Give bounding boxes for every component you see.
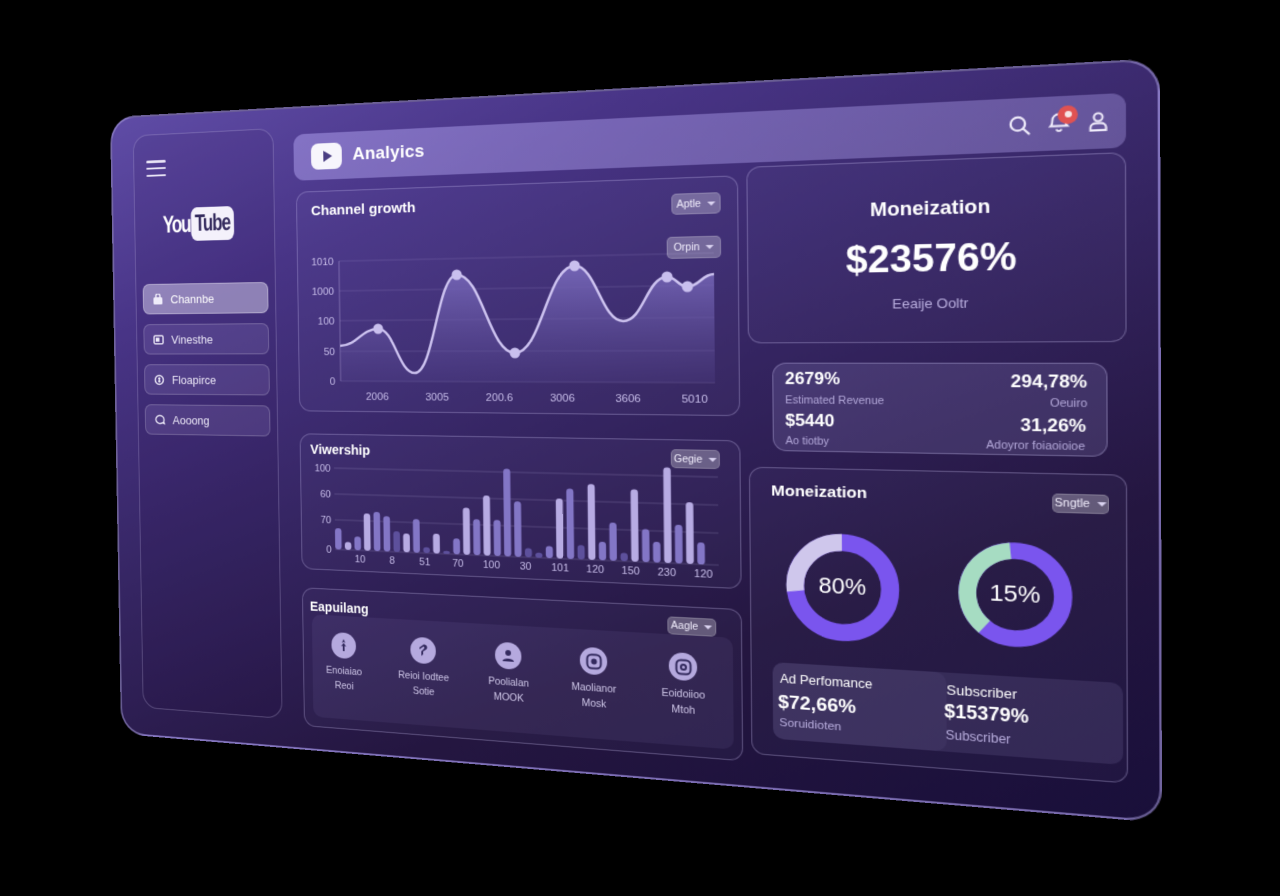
svg-text:3005: 3005 — [425, 391, 449, 404]
svg-text:100: 100 — [314, 463, 330, 474]
svg-text:0: 0 — [330, 376, 336, 388]
svg-text:150: 150 — [622, 564, 640, 576]
svg-text:70: 70 — [321, 514, 332, 525]
svg-text:101: 101 — [551, 562, 569, 574]
svg-text:5010: 5010 — [682, 393, 708, 406]
svg-text:50: 50 — [324, 346, 335, 358]
svg-text:10: 10 — [355, 553, 366, 565]
svg-text:2006: 2006 — [366, 391, 389, 403]
svg-text:70: 70 — [452, 557, 463, 569]
svg-text:60: 60 — [320, 488, 331, 499]
svg-text:200.6: 200.6 — [486, 392, 513, 405]
svg-text:120: 120 — [586, 563, 604, 575]
svg-text:1000: 1000 — [312, 286, 335, 299]
svg-text:51: 51 — [419, 556, 430, 568]
svg-text:120: 120 — [694, 568, 713, 581]
svg-text:230: 230 — [658, 566, 677, 579]
svg-text:3006: 3006 — [550, 392, 575, 405]
svg-text:0: 0 — [326, 544, 332, 555]
svg-text:1010: 1010 — [311, 256, 334, 269]
svg-text:3606: 3606 — [615, 393, 641, 406]
svg-text:8: 8 — [389, 555, 395, 566]
svg-text:100: 100 — [318, 316, 335, 328]
svg-text:30: 30 — [520, 560, 532, 572]
svg-text:100: 100 — [483, 559, 500, 571]
